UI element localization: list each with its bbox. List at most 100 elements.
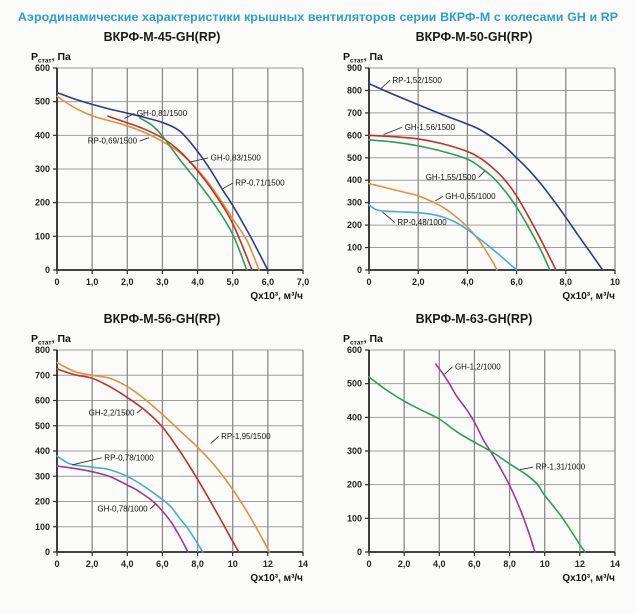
- svg-text:RP-0,71/1500: RP-0,71/1500: [235, 179, 285, 188]
- chart-canvas-vkrf-m-50: 0 100 200 300 400 500 600 700 800 900 0 2,0 4,0 6,0 8,…: [343, 51, 620, 302]
- svg-text:2,0: 2,0: [86, 559, 99, 569]
- svg-text:1,0: 1,0: [86, 277, 99, 287]
- svg-text:RP-0,69/1500: RP-0,69/1500: [88, 137, 138, 146]
- svg-text:RP-0,48/1000: RP-0,48/1000: [397, 218, 447, 227]
- svg-text:0: 0: [45, 265, 50, 275]
- svg-text:4,0: 4,0: [461, 277, 474, 287]
- svg-text:200: 200: [347, 480, 362, 490]
- svg-text:100: 100: [347, 243, 362, 253]
- svg-text:6,0: 6,0: [468, 559, 481, 569]
- svg-text:GH-2,2/1500: GH-2,2/1500: [89, 409, 135, 418]
- svg-text:4,0: 4,0: [433, 559, 446, 569]
- svg-text:600: 600: [35, 396, 50, 406]
- svg-text:800: 800: [35, 345, 50, 355]
- svg-text:500: 500: [347, 153, 362, 163]
- svg-text:500: 500: [347, 379, 362, 389]
- svg-text:0: 0: [366, 559, 371, 569]
- svg-text:400: 400: [35, 130, 50, 140]
- svg-text:500: 500: [35, 421, 50, 431]
- svg-text:6,0: 6,0: [262, 277, 275, 287]
- chart-canvas-vkrf-m-56: 0 100 200 300 400 500 600 700 800 0 2,0 4,0 6,0 8,0 10…: [31, 333, 308, 584]
- svg-text:500: 500: [35, 97, 50, 107]
- svg-text:Qx10³, м³/ч: Qx10³, м³/ч: [250, 291, 303, 302]
- svg-text:600: 600: [347, 345, 362, 355]
- svg-text:GH-1,2/1000: GH-1,2/1000: [455, 362, 501, 371]
- svg-text:RP-1,95/1500: RP-1,95/1500: [221, 432, 271, 441]
- svg-text:800: 800: [347, 85, 362, 95]
- svg-text:200: 200: [35, 198, 50, 208]
- svg-text:14: 14: [298, 559, 308, 569]
- svg-text:12: 12: [575, 559, 585, 569]
- svg-text:Qx10³, м³/ч: Qx10³, м³/ч: [250, 573, 303, 584]
- svg-text:Qx10³, м³/ч: Qx10³, м³/ч: [562, 291, 615, 302]
- svg-text:6,0: 6,0: [156, 559, 169, 569]
- svg-text:400: 400: [347, 175, 362, 185]
- svg-text:100: 100: [347, 513, 362, 523]
- svg-text:0: 0: [357, 265, 362, 275]
- svg-text:Рстат, Па: Рстат, Па: [343, 333, 383, 347]
- svg-text:0: 0: [54, 559, 59, 569]
- svg-text:Рстат, Па: Рстат, Па: [31, 333, 71, 347]
- svg-text:5,0: 5,0: [226, 277, 239, 287]
- svg-text:6,0: 6,0: [510, 277, 523, 287]
- svg-text:300: 300: [347, 198, 362, 208]
- svg-text:400: 400: [35, 446, 50, 456]
- chart-title-vkrf-m-45: ВКРФ-М-45-GH(RP): [103, 30, 221, 44]
- svg-text:4,0: 4,0: [191, 277, 204, 287]
- svg-text:0: 0: [45, 547, 50, 557]
- svg-text:300: 300: [347, 446, 362, 456]
- svg-text:GH-0,65/1000: GH-0,65/1000: [445, 192, 496, 201]
- svg-text:200: 200: [35, 497, 50, 507]
- page-title: Аэродинамические характеристики крышных …: [17, 10, 619, 24]
- svg-text:GH-1,55/1500: GH-1,55/1500: [426, 173, 477, 182]
- svg-text:GH-1,56/1500: GH-1,56/1500: [405, 123, 456, 132]
- svg-text:GH-0,83/1500: GH-0,83/1500: [211, 153, 262, 162]
- chart-panel-vkrf-m-45: ВКРФ-М-45-GH(RP) 0 100 200 300 400 500 600 0 1,0…: [9, 28, 315, 304]
- svg-text:4,0: 4,0: [121, 559, 134, 569]
- svg-text:Рстат, Па: Рстат, Па: [343, 51, 383, 65]
- svg-text:GH-0,81/1500: GH-0,81/1500: [137, 109, 188, 118]
- svg-text:600: 600: [347, 130, 362, 140]
- svg-text:14: 14: [610, 559, 620, 569]
- svg-text:2,0: 2,0: [121, 277, 134, 287]
- svg-text:Qx10³, м³/ч: Qx10³, м³/ч: [562, 573, 615, 584]
- svg-text:10: 10: [540, 559, 550, 569]
- svg-text:100: 100: [35, 522, 50, 532]
- svg-text:RP-0,78/1000: RP-0,78/1000: [104, 453, 154, 462]
- chart-panel-vkrf-m-56: ВКРФ-М-56-GH(RP) 0 100 200 300 400 500 600 700 8…: [9, 310, 315, 586]
- svg-text:400: 400: [347, 412, 362, 422]
- svg-text:8,0: 8,0: [191, 559, 204, 569]
- svg-text:600: 600: [35, 63, 50, 73]
- svg-text:RP-1,31/1000: RP-1,31/1000: [536, 463, 586, 472]
- svg-text:2,0: 2,0: [412, 277, 425, 287]
- svg-text:8,0: 8,0: [503, 559, 516, 569]
- svg-text:2,0: 2,0: [398, 559, 411, 569]
- chart-panel-vkrf-m-63: ВКРФ-М-63-GH(RP) 0 100 200 300 400 500 600 0 2,0…: [321, 310, 627, 586]
- svg-text:7,0: 7,0: [297, 277, 310, 287]
- svg-text:200: 200: [347, 220, 362, 230]
- chart-canvas-vkrf-m-63: 0 100 200 300 400 500 600 0 2,0 4,0 6,0 8,0 10 12 14 Рс…: [343, 333, 620, 584]
- svg-text:700: 700: [35, 370, 50, 380]
- svg-text:0: 0: [54, 277, 59, 287]
- svg-text:RP-1,52/1500: RP-1,52/1500: [392, 76, 442, 85]
- chart-title-vkrf-m-56: ВКРФ-М-56-GH(RP): [103, 312, 221, 326]
- svg-text:10: 10: [610, 277, 620, 287]
- chart-canvas-vkrf-m-45: 0 100 200 300 400 500 600 0 1,0 2,0 3,0 4,0 5,0 6,0 7,…: [31, 51, 310, 302]
- svg-text:300: 300: [35, 164, 50, 174]
- charts-grid: ВКРФ-М-45-GH(RP) 0 100 200 300 400 500 600 0 1,0…: [0, 28, 636, 586]
- svg-text:3,0: 3,0: [156, 277, 169, 287]
- svg-text:GH-0,78/1000: GH-0,78/1000: [97, 505, 148, 514]
- svg-text:900: 900: [347, 63, 362, 73]
- svg-text:10: 10: [228, 559, 238, 569]
- chart-title-vkrf-m-50: ВКРФ-М-50-GH(RP): [415, 30, 533, 44]
- chart-title-vkrf-m-63: ВКРФ-М-63-GH(RP): [415, 312, 533, 326]
- svg-text:0: 0: [357, 547, 362, 557]
- svg-text:Рстат, Па: Рстат, Па: [31, 51, 71, 65]
- svg-text:700: 700: [347, 108, 362, 118]
- svg-text:300: 300: [35, 471, 50, 481]
- svg-text:8,0: 8,0: [560, 277, 573, 287]
- svg-text:0: 0: [366, 277, 371, 287]
- svg-text:100: 100: [35, 231, 50, 241]
- chart-panel-vkrf-m-50: ВКРФ-М-50-GH(RP) 0 100 200 300 400 500 600 700 8…: [321, 28, 627, 304]
